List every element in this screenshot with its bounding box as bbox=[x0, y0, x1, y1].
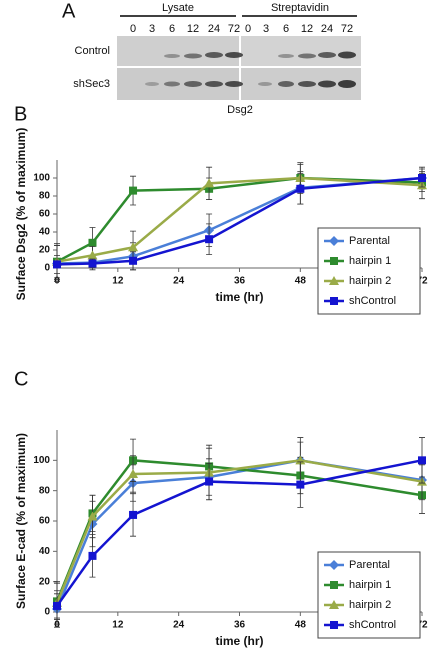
bands bbox=[145, 51, 356, 88]
marker bbox=[329, 560, 339, 570]
marker bbox=[205, 235, 214, 244]
lane-label: 72 bbox=[341, 23, 353, 35]
lane-label: 3 bbox=[263, 23, 269, 35]
lane-label: 24 bbox=[208, 23, 220, 35]
blot-image bbox=[117, 36, 239, 66]
series-line bbox=[56, 176, 423, 266]
marker bbox=[330, 621, 338, 629]
legend-label: hairpin 1 bbox=[349, 255, 391, 267]
marker bbox=[418, 174, 426, 182]
marker bbox=[128, 468, 139, 478]
legend-label: Parental bbox=[349, 235, 390, 247]
y-axis-label: Surface E-cad (% of maximum) bbox=[14, 433, 28, 609]
y-tick-label: 0 bbox=[44, 607, 50, 618]
panel-label: C bbox=[14, 368, 28, 390]
y-tick-label: 100 bbox=[33, 455, 50, 466]
series-line bbox=[56, 176, 423, 263]
y-tick-label: 80 bbox=[39, 191, 51, 202]
x-axis-label: time (hr) bbox=[216, 290, 264, 304]
marker bbox=[128, 242, 139, 252]
marker bbox=[330, 581, 338, 589]
marker bbox=[87, 250, 98, 260]
lane-label: 6 bbox=[169, 23, 175, 35]
x-tick-label: 24 bbox=[173, 276, 185, 287]
marker bbox=[329, 276, 339, 285]
legend-label: shControl bbox=[349, 619, 396, 631]
y-tick-label: 100 bbox=[33, 173, 50, 184]
x-axis-label: time (hr) bbox=[216, 634, 264, 648]
x-tick-label: 24 bbox=[173, 620, 185, 631]
y-tick-label: 20 bbox=[39, 576, 51, 587]
y-tick-label: 40 bbox=[39, 227, 51, 238]
x-tick-label: 72 bbox=[416, 620, 428, 631]
group-label: Streptavidin bbox=[271, 2, 329, 14]
lane-label: 12 bbox=[301, 23, 313, 35]
lane-label: 0 bbox=[245, 23, 251, 35]
lane-label: 72 bbox=[228, 23, 240, 35]
panel-label: B bbox=[14, 103, 27, 125]
marker bbox=[418, 456, 426, 465]
marker bbox=[205, 477, 214, 486]
marker bbox=[129, 186, 138, 195]
marker bbox=[296, 480, 305, 489]
series-line bbox=[55, 459, 423, 607]
y-tick-label: 40 bbox=[39, 546, 51, 557]
marker bbox=[129, 510, 138, 519]
marker bbox=[88, 238, 97, 247]
marker bbox=[53, 601, 61, 610]
x-tick-label: 72 bbox=[416, 276, 428, 287]
y-tick-label: 0 bbox=[44, 263, 50, 274]
marker bbox=[296, 184, 305, 193]
marker bbox=[329, 236, 339, 246]
y-tick-label: 60 bbox=[39, 209, 51, 220]
legend-label: shControl bbox=[349, 295, 396, 307]
legend-label: Parental bbox=[349, 559, 390, 571]
blot-image bbox=[241, 36, 361, 66]
x-tick-label: 48 bbox=[295, 620, 307, 631]
marker bbox=[53, 260, 61, 269]
x-tick-label: 12 bbox=[112, 276, 124, 287]
lane-label: 12 bbox=[187, 23, 199, 35]
group-label: Lysate bbox=[162, 2, 194, 14]
marker bbox=[129, 256, 138, 265]
y-tick-label: 60 bbox=[39, 516, 51, 527]
legend-label: hairpin 2 bbox=[349, 275, 391, 287]
marker bbox=[330, 257, 338, 265]
marker bbox=[87, 511, 98, 521]
marker bbox=[330, 297, 338, 305]
row-label: shSec3 bbox=[73, 78, 110, 90]
marker bbox=[88, 551, 97, 560]
x-tick-label: 48 bbox=[295, 276, 307, 287]
x-tick-label: 12 bbox=[112, 620, 124, 631]
panel-label: A bbox=[62, 0, 76, 22]
legend-label: hairpin 2 bbox=[349, 599, 391, 611]
lane-label: 6 bbox=[283, 23, 289, 35]
y-tick-label: 20 bbox=[39, 245, 51, 256]
y-axis-label: Surface Dsg2 (% of maximum) bbox=[14, 128, 28, 301]
marker bbox=[204, 178, 215, 188]
series-line bbox=[55, 459, 423, 604]
marker bbox=[88, 259, 97, 268]
lane-label: 0 bbox=[130, 23, 136, 35]
marker bbox=[329, 600, 339, 609]
blot-caption: Dsg2 bbox=[227, 104, 253, 116]
x-tick-label: 36 bbox=[234, 620, 246, 631]
legend-label: hairpin 1 bbox=[349, 579, 391, 591]
lane-label: 24 bbox=[321, 23, 333, 35]
row-label: Control bbox=[75, 45, 110, 57]
x-tick-label: 36 bbox=[234, 276, 246, 287]
lane-label: 3 bbox=[149, 23, 155, 35]
y-tick-label: 80 bbox=[39, 485, 51, 496]
